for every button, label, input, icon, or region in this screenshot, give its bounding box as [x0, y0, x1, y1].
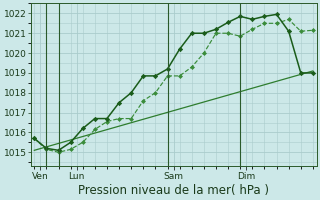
X-axis label: Pression niveau de la mer( hPa ): Pression niveau de la mer( hPa ) [78, 184, 269, 197]
